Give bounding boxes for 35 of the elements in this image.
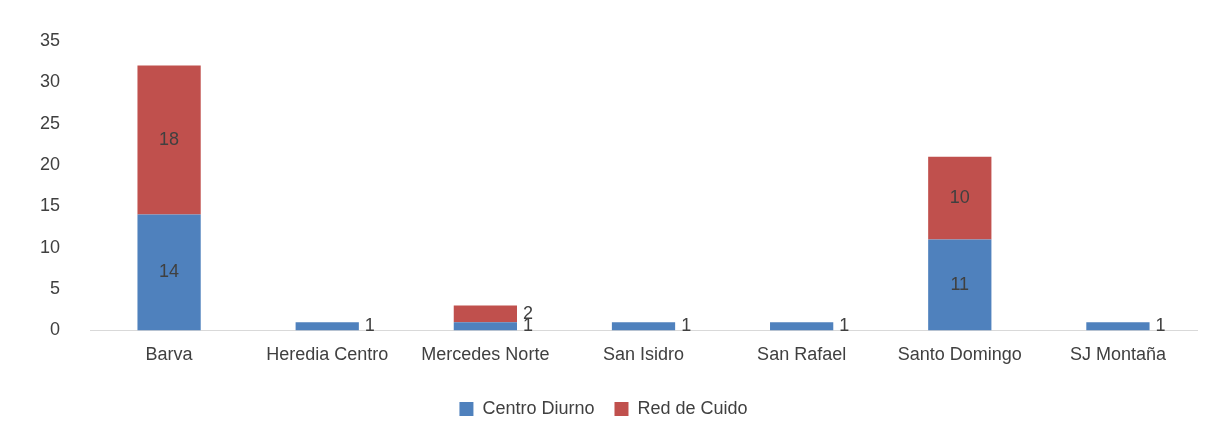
y-tick-label: 15: [39, 195, 61, 216]
bar: [453, 305, 517, 323]
x-tick-label: Barva: [145, 344, 194, 365]
y-tick-label: 30: [39, 71, 61, 92]
x-tick-label: Mercedes Norte: [421, 344, 550, 365]
x-tick-label: Santo Domingo: [897, 344, 1022, 365]
bar: [295, 322, 359, 331]
data-label: 14: [159, 261, 180, 282]
y-tick-label: 25: [39, 112, 61, 133]
data-label: 1: [364, 315, 375, 336]
data-label: 18: [159, 129, 180, 150]
data-label: 11: [950, 273, 970, 294]
bar: [137, 214, 201, 331]
y-tick-label: 5: [50, 278, 61, 298]
data-label: 10: [949, 186, 970, 207]
legend-label: Red de Cuido: [637, 397, 748, 418]
data-label: 1: [681, 315, 692, 336]
bar: [1086, 322, 1150, 331]
x-tick-label: San Rafael: [757, 344, 847, 365]
y-tick-label: 35: [39, 29, 61, 50]
bar: [928, 239, 992, 331]
bar: [770, 322, 834, 331]
y-tick-label: 10: [39, 236, 61, 257]
y-tick-label: 0: [50, 319, 61, 340]
x-tick-label: Heredia Centro: [266, 344, 389, 365]
data-label: 1: [1155, 315, 1166, 336]
data-label: 1: [839, 315, 850, 336]
bar: [928, 156, 992, 240]
bar: [137, 65, 201, 215]
x-tick-label: San Isidro: [602, 344, 685, 365]
bar: [453, 322, 517, 331]
bar: [611, 322, 676, 331]
x-tick-label: SJ Montaña: [1069, 344, 1167, 365]
legend-label: Centro Diurno: [482, 397, 595, 418]
y-tick-label: 20: [39, 153, 61, 174]
